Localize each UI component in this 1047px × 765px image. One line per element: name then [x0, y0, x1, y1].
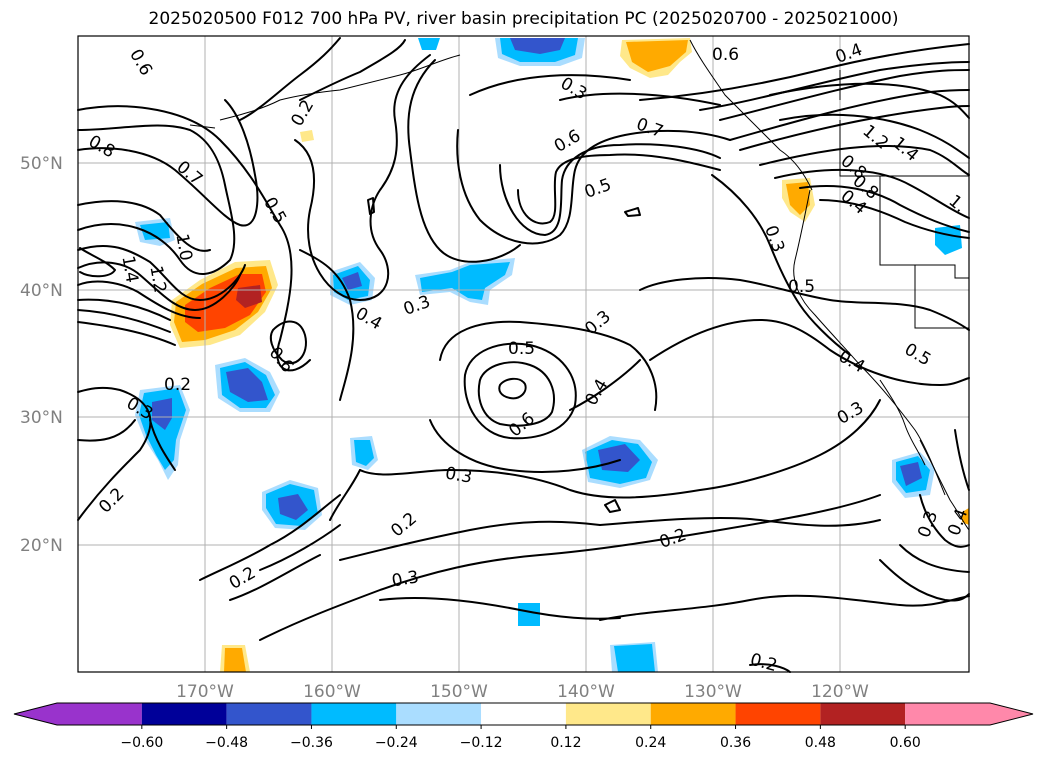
- colorbar-extend-max: [990, 703, 1033, 725]
- colorbar-tick-label: 0.60: [890, 735, 921, 751]
- lon-label: 160°W: [303, 682, 361, 702]
- contour-labels: 0.6 0.2 0.8 0.7 0.5 1.0 1.4 1.2 0.2 0.3 …: [85, 40, 972, 676]
- colorbar-cell: [481, 703, 566, 725]
- contour-label: 1.2: [859, 121, 893, 154]
- colorbar-cell: [57, 703, 142, 725]
- contour-label: 0.5: [788, 277, 815, 297]
- map-title: 2025020500 F012 700 hPa PV, river basin …: [148, 9, 899, 29]
- contour-label: 0.4: [833, 40, 865, 68]
- contour-label: 1.: [945, 191, 970, 217]
- contour-label: 0.4: [352, 303, 385, 334]
- colorbar-tick-label: 0.36: [720, 735, 751, 751]
- map-frame: [77, 35, 970, 673]
- lon-label: 150°W: [430, 682, 488, 702]
- colorbar-cell: [650, 703, 736, 725]
- lat-label: 30°N: [20, 408, 63, 428]
- contour-label: 0.7: [634, 114, 666, 142]
- precip-shading: [135, 38, 969, 672]
- colorbar: −0.60 −0.48 −0.36 −0.24 −0.12 0.12 0.24 0.36 0.4…: [13, 702, 1034, 751]
- colorbar-extend-min: [14, 703, 57, 725]
- colorbar-cell: [226, 703, 312, 725]
- lon-label: 120°W: [811, 682, 869, 702]
- contour-label: 1.2: [145, 264, 169, 294]
- contour-label: 0.3: [444, 463, 474, 487]
- colorbar-tick-label: −0.60: [120, 735, 163, 751]
- contour-label: 0.2: [657, 525, 689, 553]
- contour-label: 0.6: [125, 46, 156, 79]
- colorbar-cell: [905, 703, 990, 725]
- colorbar-cell: [311, 703, 397, 725]
- contour-label: 0.3: [914, 508, 942, 540]
- colorbar-tick-label: −0.36: [290, 735, 333, 751]
- colorbar-tick-label: −0.24: [375, 735, 418, 751]
- contour-label: 0.7: [173, 157, 207, 190]
- contour-label: 0.2: [287, 97, 318, 130]
- contour-label: 0.6: [712, 45, 739, 65]
- contour-label: 1.0: [171, 232, 195, 262]
- colorbar-cell: [735, 703, 821, 725]
- colorbar-tick-label: −0.48: [205, 735, 248, 751]
- contour-label: 0.5: [582, 175, 614, 203]
- contour-label: 0.5: [901, 339, 934, 370]
- longitude-labels: 170°W 160°W 150°W 140°W 130°W 120°W: [176, 682, 869, 702]
- contour-label: 0.3: [760, 223, 788, 255]
- contour-label: 0.3: [390, 567, 420, 591]
- lon-label: 140°W: [557, 682, 615, 702]
- lat-label: 20°N: [20, 536, 63, 556]
- contour-label: 0.3: [401, 292, 433, 320]
- colorbar-cell: [820, 703, 906, 725]
- colorbar-tick-label: 0.48: [805, 735, 836, 751]
- colorbar-tick-label: −0.12: [460, 735, 503, 751]
- lon-label: 170°W: [176, 682, 234, 702]
- lat-label: 40°N: [20, 281, 63, 301]
- colorbar-cell: [396, 703, 482, 725]
- colorbar-tick-label: 0.24: [635, 735, 666, 751]
- lat-label: 50°N: [20, 154, 63, 174]
- contour-label: 0.6: [551, 126, 584, 157]
- pv-contours: [77, 37, 970, 673]
- coastlines: [189, 39, 970, 531]
- latitude-labels: 50°N 40°N 30°N 20°N: [20, 154, 63, 556]
- contour-label: 1.4: [889, 133, 923, 166]
- contour-label: 0.2: [95, 484, 128, 517]
- colorbar-cell: [141, 703, 227, 725]
- lon-label: 130°W: [684, 682, 742, 702]
- contour-label: 0.2: [387, 509, 421, 542]
- colorbar-cell: [565, 703, 651, 725]
- contour-label: 1.4: [117, 254, 141, 284]
- colorbar-tick-label: 0.12: [550, 735, 581, 751]
- contour-label: 0.2: [164, 375, 191, 395]
- contour-label: 0.5: [508, 339, 535, 359]
- contour-label: 0.8: [85, 131, 118, 162]
